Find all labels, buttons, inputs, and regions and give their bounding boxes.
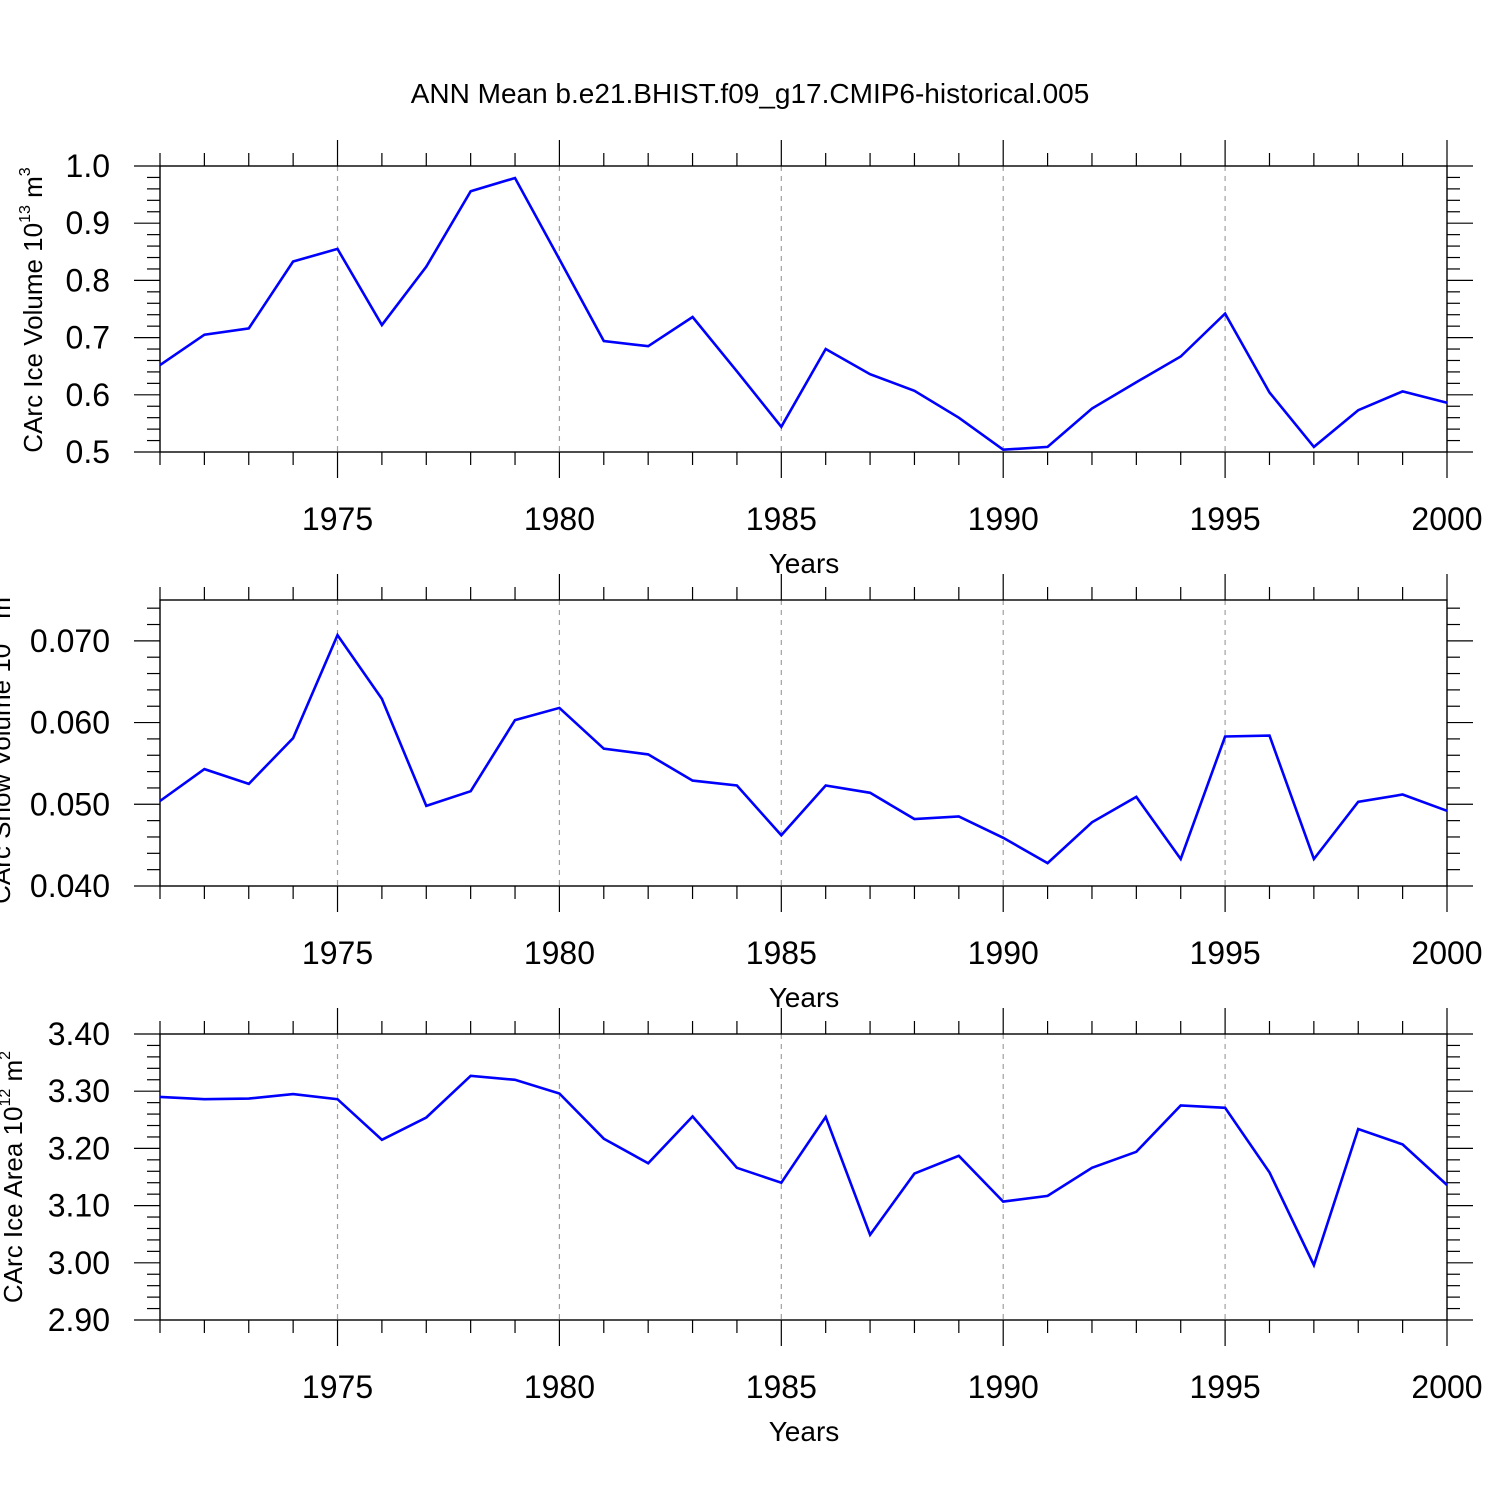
x-tick-label: 1995 <box>1190 935 1261 971</box>
y-tick-label: 0.5 <box>66 434 110 470</box>
y-tick-label: 2.90 <box>48 1302 110 1338</box>
y-tick-label: 3.10 <box>48 1188 110 1224</box>
y-axis-title-exponent: 13 <box>0 626 2 644</box>
x-tick-label: 2000 <box>1411 1369 1482 1405</box>
y-axis-title-exponent: 12 <box>0 1089 14 1107</box>
x-tick-label: 1975 <box>302 501 373 537</box>
y-axis-title-exponent: 3 <box>0 588 2 597</box>
y-tick-label: 0.060 <box>30 705 110 741</box>
panel-2: 0.040 0.050 0.060 0.070 1975 1980 1985 1990 1995… <box>0 574 1483 1013</box>
x-axis-title: Years <box>769 548 840 579</box>
series-line-carc-ice-volume <box>159 176 1448 452</box>
y-tick-label: 0.6 <box>66 377 110 413</box>
y-tick-label: 0.9 <box>66 205 110 241</box>
y-axis-title: CArc Ice Area 1012 m2 <box>0 1051 28 1303</box>
y-axis-title-part: m <box>0 597 16 626</box>
x-tick-label: 1975 <box>302 1369 373 1405</box>
x-tick-label: 1975 <box>302 935 373 971</box>
x-axis-title: Years <box>769 1416 840 1447</box>
y-axis-title: CArc Ice Volume 1013 m3 <box>17 167 48 452</box>
panel-1: 0.5 0.6 0.7 0.8 0.9 1.0 1975 1980 1985 1990 1995 20… <box>17 140 1483 579</box>
series-line-carc-snow-volume <box>159 632 1448 865</box>
y-tick-label: 3.00 <box>48 1245 110 1281</box>
y-tick-label: 0.7 <box>66 320 110 356</box>
y-tick-label: 0.070 <box>30 623 110 659</box>
y-axis-title-exponent: 2 <box>0 1051 14 1060</box>
y-tick-label: 0.040 <box>30 868 110 904</box>
y-axis-title-part: CArc Ice Area 10 <box>0 1107 28 1304</box>
y-tick-label: 3.40 <box>48 1016 110 1052</box>
y-axis-title-exponent: 3 <box>17 167 34 176</box>
y-tick-label: 0.050 <box>30 786 110 822</box>
y-axis-title-part: m <box>0 1060 28 1089</box>
y-axis-title-exponent: 13 <box>17 205 34 223</box>
series-line-carc-ice-area <box>159 1074 1448 1269</box>
x-tick-label: 1980 <box>524 501 595 537</box>
x-tick-label: 1995 <box>1190 1369 1261 1405</box>
x-tick-label: 1985 <box>746 501 817 537</box>
x-tick-label: 1985 <box>746 935 817 971</box>
y-tick-label: 0.8 <box>66 262 110 298</box>
y-tick-label: 3.20 <box>48 1130 110 1166</box>
y-axis-title-part: CArc Snow Volume 10 <box>0 644 16 904</box>
x-tick-label: 1990 <box>968 501 1039 537</box>
x-tick-label: 1985 <box>746 1369 817 1405</box>
y-tick-label: 3.30 <box>48 1073 110 1109</box>
x-tick-label: 1990 <box>968 1369 1039 1405</box>
panel-3: 2.90 3.00 3.10 3.20 3.30 3.40 1975 1980 1985 1990… <box>0 1008 1483 1447</box>
x-tick-label: 1980 <box>524 935 595 971</box>
x-tick-label: 1995 <box>1190 501 1261 537</box>
y-axis-title-part: m <box>18 176 48 205</box>
y-axis-title: CArc Snow Volume 1013 m3 <box>0 588 16 904</box>
y-axis-title-part: CArc Ice Volume 10 <box>18 223 48 453</box>
plot-frame <box>159 599 1448 887</box>
x-tick-label: 1990 <box>968 935 1039 971</box>
x-tick-label: 1980 <box>524 1369 595 1405</box>
x-axis-title: Years <box>769 982 840 1013</box>
plot-frame <box>159 1033 1448 1321</box>
x-tick-label: 2000 <box>1411 935 1482 971</box>
x-tick-label: 2000 <box>1411 501 1482 537</box>
chart-title: ANN Mean b.e21.BHIST.f09_g17.CMIP6-histo… <box>411 78 1090 109</box>
y-tick-label: 1.0 <box>66 148 110 184</box>
plot-frame <box>159 165 1448 453</box>
